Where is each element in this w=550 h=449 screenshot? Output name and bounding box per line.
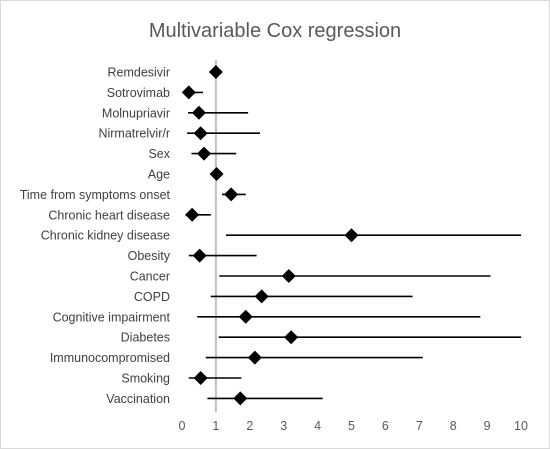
estimate-marker <box>208 65 223 79</box>
estimate-marker <box>209 167 224 181</box>
estimate-marker <box>193 371 208 385</box>
estimate-marker <box>238 309 253 324</box>
estimate-marker <box>185 207 200 222</box>
estimate-marker <box>193 126 208 141</box>
row-label: Chronic heart disease <box>48 208 170 222</box>
estimate-marker <box>254 289 269 304</box>
x-tick-label: 10 <box>514 419 528 433</box>
estimate-marker <box>344 228 359 243</box>
x-tick-label: 1 <box>212 419 219 433</box>
row-label: Age <box>148 168 170 182</box>
estimate-marker <box>224 187 239 202</box>
row-label: Molnupriavir <box>102 106 170 120</box>
row-label: Immunocompromised <box>50 351 170 365</box>
row-label: Obesity <box>128 249 171 263</box>
row-label: Cognitive impairment <box>53 310 171 324</box>
row-label: Sex <box>148 147 170 161</box>
estimate-marker <box>181 85 196 100</box>
estimate-marker <box>191 105 206 120</box>
row-label: Remdesivir <box>107 66 170 80</box>
x-tick-label: 0 <box>179 419 186 433</box>
row-label: Nirmatrelvir/r <box>98 127 170 141</box>
row-label: COPD <box>134 290 170 304</box>
chart-title: Multivariable Cox regression <box>149 20 401 42</box>
row-label: Diabetes <box>121 331 170 345</box>
x-tick-label: 3 <box>280 419 287 433</box>
row-label: Time from symptoms onset <box>20 188 171 202</box>
row-label: Smoking <box>121 372 170 386</box>
row-label: Cancer <box>130 270 170 284</box>
x-tick-label: 7 <box>416 419 423 433</box>
x-tick-label: 5 <box>348 419 355 433</box>
x-tick-label: 2 <box>246 419 253 433</box>
estimate-marker <box>247 350 262 365</box>
row-label: Sotrovimab <box>107 86 170 100</box>
x-tick-label: 4 <box>314 419 321 433</box>
estimate-marker <box>197 146 212 161</box>
estimate-marker <box>281 269 296 283</box>
x-tick-label: 6 <box>382 419 389 433</box>
row-label: Chronic kidney disease <box>41 229 170 243</box>
x-tick-label: 8 <box>450 419 457 433</box>
x-tick-label: 9 <box>484 419 491 433</box>
estimate-marker <box>192 248 207 263</box>
estimate-marker <box>233 391 248 406</box>
row-label: Vaccination <box>106 392 170 406</box>
estimate-marker <box>284 330 299 345</box>
